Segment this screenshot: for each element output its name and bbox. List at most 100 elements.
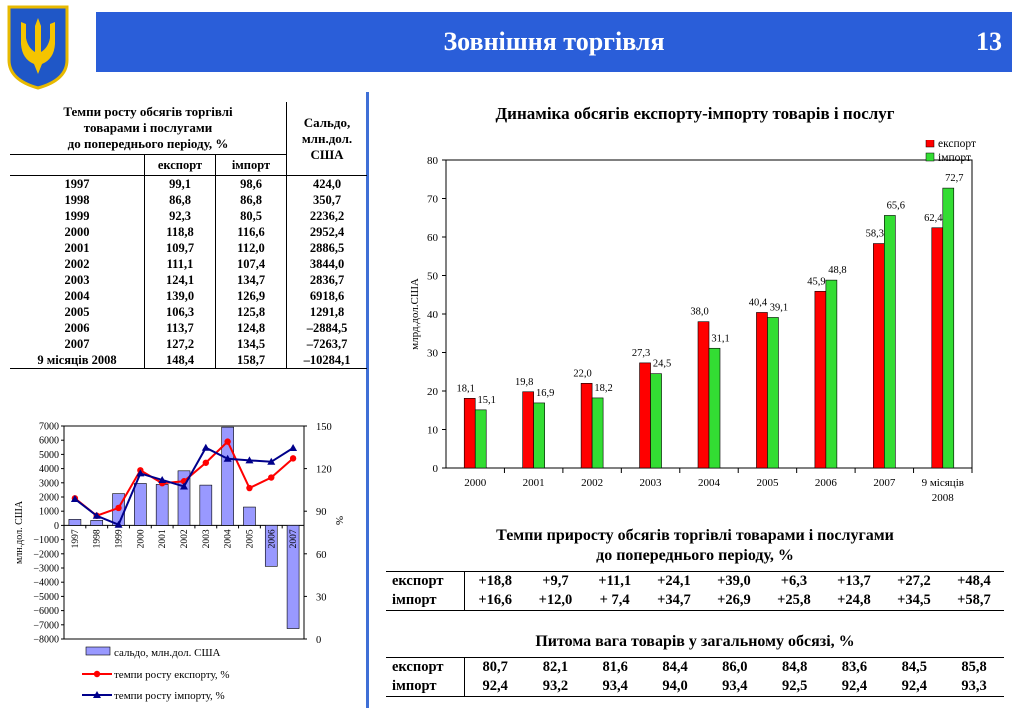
data-label: 18,2	[594, 383, 612, 394]
coat-of-arms-icon	[7, 5, 69, 90]
growth-table: експорт +18,8 +9,7 +11,1 +24,1 +39,0 +6,3 +13,7…	[386, 571, 1004, 611]
y-tick-label: 4000	[39, 464, 59, 475]
value-cell: 80,7	[464, 657, 526, 677]
data-label: 38,0	[690, 307, 708, 318]
cell-imp: 80,5	[215, 208, 287, 224]
y-tick-label: 40	[427, 309, 439, 321]
page-number: 13	[976, 27, 1002, 56]
import-bar	[650, 373, 662, 469]
export-growth-point	[246, 484, 253, 492]
header-banner: Зовнішня торгівля 13	[96, 12, 1012, 72]
data-label: 19,8	[515, 377, 533, 388]
cell-bal: –10284,1	[286, 352, 367, 369]
table-row: 1999 92,3 80,5 2236,2	[10, 208, 367, 224]
data-label: 45,9	[807, 276, 825, 287]
value-cell: 85,8	[944, 657, 1004, 677]
data-label: 24,5	[653, 359, 671, 370]
balance-header: Сальдо, млн.дол. США	[286, 102, 367, 176]
cell-bal: –7263,7	[286, 336, 367, 352]
legend-label: імпорт	[938, 152, 971, 164]
value-cell: +48,4	[943, 571, 1004, 591]
data-label: 62,4	[924, 213, 943, 224]
legend-label: темпи росту експорту, %	[114, 669, 230, 681]
data-label: 18,1	[457, 383, 475, 394]
x-tick-label: 2005	[756, 477, 779, 489]
value-cell: +34,7	[643, 591, 704, 611]
export-bar	[814, 290, 827, 469]
export-growth-point	[289, 455, 297, 462]
y-tick-label: −2000	[33, 549, 59, 560]
y-tick-label: 50	[427, 271, 439, 283]
import-bar	[767, 317, 779, 469]
cell-bal: –2884,5	[286, 320, 367, 336]
cell-bal: 424,0	[286, 175, 367, 192]
import-bar	[825, 279, 838, 469]
table-row: 9 місяців 2008 148,4 158,7 –10284,1	[10, 352, 367, 369]
y-tick-label: −8000	[33, 635, 59, 646]
y2-tick-label: 60	[316, 550, 327, 561]
col-import-header: імпорт	[215, 154, 287, 176]
cell-imp: 116,6	[215, 224, 287, 240]
y-tick-label: 10	[427, 425, 439, 437]
x-tick-label: 2002	[180, 529, 190, 548]
data-label: 22,0	[573, 368, 591, 379]
row-label: експорт	[386, 657, 465, 677]
table-row: 2002 111,1 107,4 3844,0	[10, 256, 367, 272]
value-cell: 81,6	[585, 657, 646, 677]
page-title: Зовнішня торгівля	[443, 27, 665, 56]
y2-tick-label: 30	[316, 592, 327, 603]
balance-bar	[155, 484, 169, 526]
import-bar	[533, 402, 545, 469]
y-tick-label: −6000	[33, 606, 59, 617]
cell-imp: 107,4	[215, 256, 287, 272]
value-cell: +26,9	[703, 591, 764, 611]
y-tick-label: 0	[54, 521, 59, 532]
value-cell: 83,6	[824, 657, 885, 677]
table-title: Темпи росту обсягів торгівлі товарами і …	[63, 104, 233, 151]
x-tick-label: 2000	[464, 477, 487, 489]
cell-year: 1999	[64, 208, 90, 223]
cell-bal: 3844,0	[286, 256, 367, 272]
cell-exp: 124,1	[144, 272, 216, 288]
plot-frame	[63, 425, 305, 640]
cell-year: 9 місяців 2008	[10, 352, 145, 369]
x-tick-label: 2003	[202, 529, 212, 548]
cell-exp: 99,1	[144, 175, 216, 192]
data-label: 58,3	[866, 229, 884, 240]
value-cell: +34,5	[883, 591, 944, 611]
value-cell: +24,1	[643, 571, 704, 591]
cell-imp: 134,5	[215, 336, 287, 352]
balance-bar	[199, 484, 213, 526]
table-row: 1998 86,8 86,8 350,7	[10, 192, 367, 208]
value-cell: 93,4	[704, 677, 765, 697]
x-tick-label: 2004	[698, 477, 721, 489]
export-import-bar-chart: 0 10 20 30 40 50 60 70 80 млрд.дол.США 2000 18,115,…	[409, 140, 976, 504]
export-bar	[931, 227, 944, 469]
x-tick-label: 2007	[289, 529, 299, 548]
cell-exp: 106,3	[144, 304, 216, 320]
value-cell: 84,5	[884, 657, 945, 677]
y-tick-label: 5000	[39, 450, 59, 461]
y2-tick-label: 150	[316, 422, 332, 433]
share-title: Питома вага товарів у загальному обсязі,…	[535, 633, 855, 650]
y-tick-label: −4000	[33, 578, 59, 589]
x-tick-label: 2001	[523, 477, 545, 489]
cell-exp: 109,7	[144, 240, 216, 256]
value-cell: 92,4	[884, 677, 945, 697]
value-cell: +18,8	[464, 571, 526, 591]
import-bar	[708, 347, 721, 469]
data-label: 48,8	[828, 265, 846, 276]
vertical-divider	[366, 92, 369, 708]
data-label: 39,1	[770, 302, 788, 313]
y-tick-label: 6000	[39, 436, 59, 447]
cell-imp: 112,0	[215, 240, 287, 256]
y-tick-label: −3000	[33, 564, 59, 575]
y-tick-label: 30	[427, 348, 439, 360]
legend-swatch	[925, 140, 935, 148]
x-tick-label: 2002	[581, 477, 603, 489]
y2-axis-label: %	[333, 516, 345, 525]
cell-year: 2000	[64, 224, 90, 239]
x-tick-label: 2001	[158, 529, 168, 548]
value-cell: +58,7	[943, 591, 1004, 611]
data-label: 72,7	[945, 173, 963, 184]
